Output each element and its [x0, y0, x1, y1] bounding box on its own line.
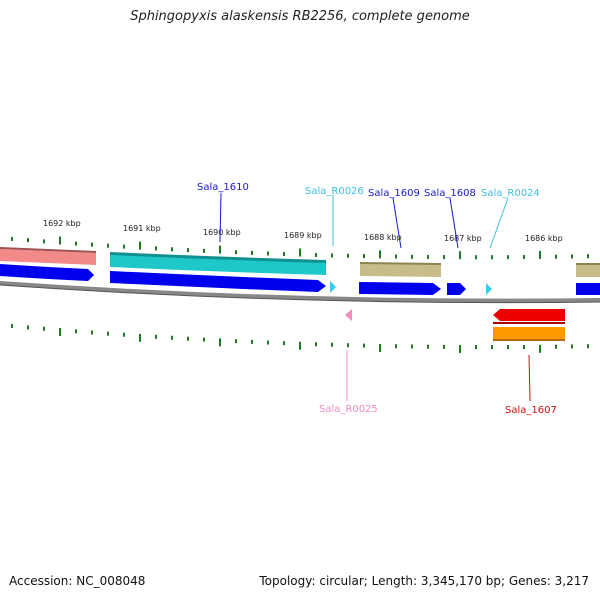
gene-label-sala-r0024[interactable]: Sala_R0024 [481, 188, 540, 199]
khaki-feature-band-right[interactable] [576, 264, 600, 277]
cds-arrow-right[interactable] [576, 283, 600, 295]
leader-sala-1610 [219, 192, 222, 243]
cyan-feature-band-edge [110, 252, 326, 263]
gene-label-sala-1608[interactable]: Sala_1608 [424, 188, 476, 199]
gene-label-sala-r0026[interactable]: Sala_R0026 [305, 186, 364, 197]
genome-summary-text: Topology: circular; Length: 3,345,170 bp… [259, 574, 589, 588]
orange-feature-band[interactable] [493, 327, 565, 339]
trna-arrow-sala-r0024[interactable] [486, 283, 492, 295]
khaki-feature-band-edge [360, 262, 441, 265]
lower-ticks [11, 324, 589, 354]
upper-ticks [11, 236, 589, 260]
red-band-edge [493, 322, 565, 324]
genome-title: Sphingopyxis alaskensis RB2256, complete… [130, 9, 470, 24]
cds-arrow-sala-1610[interactable] [110, 271, 326, 292]
tick-label-1690: 1690 kbp [203, 228, 241, 237]
rrna-arrow-sala-r0025[interactable] [345, 309, 352, 321]
tick-label-1687: 1687 kbp [444, 234, 482, 243]
tick-label-1689: 1689 kbp [284, 231, 322, 240]
cds-arrow-sala-1607[interactable] [493, 309, 565, 321]
tick-label-1692: 1692 kbp [43, 219, 81, 228]
cyan-feature-band[interactable] [110, 254, 326, 275]
gene-label-sala-r0025[interactable]: Sala_R0025 [319, 404, 378, 415]
khaki-feature-band-right-edge [576, 263, 600, 265]
tick-label-1688: 1688 kbp [364, 233, 402, 242]
gene-label-sala-1610[interactable]: Sala_1610 [197, 182, 249, 193]
salmon-feature-band[interactable] [0, 249, 96, 265]
tick-label-1686: 1686 kbp [525, 234, 563, 243]
gene-label-sala-1607[interactable]: Sala_1607 [505, 405, 557, 416]
orange-band-edge [493, 339, 565, 341]
accession-text: Accession: NC_008048 [9, 574, 146, 588]
leader-sala-r0024 [489, 197, 509, 249]
genome-backbone-edge [0, 284, 600, 304]
cds-arrow-sala-1608[interactable] [447, 283, 466, 295]
leader-sala-1609 [392, 197, 402, 249]
leader-sala-1607 [528, 354, 531, 402]
khaki-feature-band[interactable] [360, 263, 441, 277]
leader-sala-1608 [449, 197, 459, 249]
cds-arrow-left[interactable] [0, 264, 94, 281]
cds-arrow-sala-1609[interactable] [359, 282, 441, 295]
salmon-feature-band-edge [0, 247, 96, 253]
genome-backbone [0, 281, 600, 303]
tick-label-1691: 1691 kbp [123, 224, 161, 233]
trna-arrow-sala-r0026[interactable] [330, 281, 336, 293]
gene-label-sala-1609[interactable]: Sala_1609 [368, 188, 420, 199]
